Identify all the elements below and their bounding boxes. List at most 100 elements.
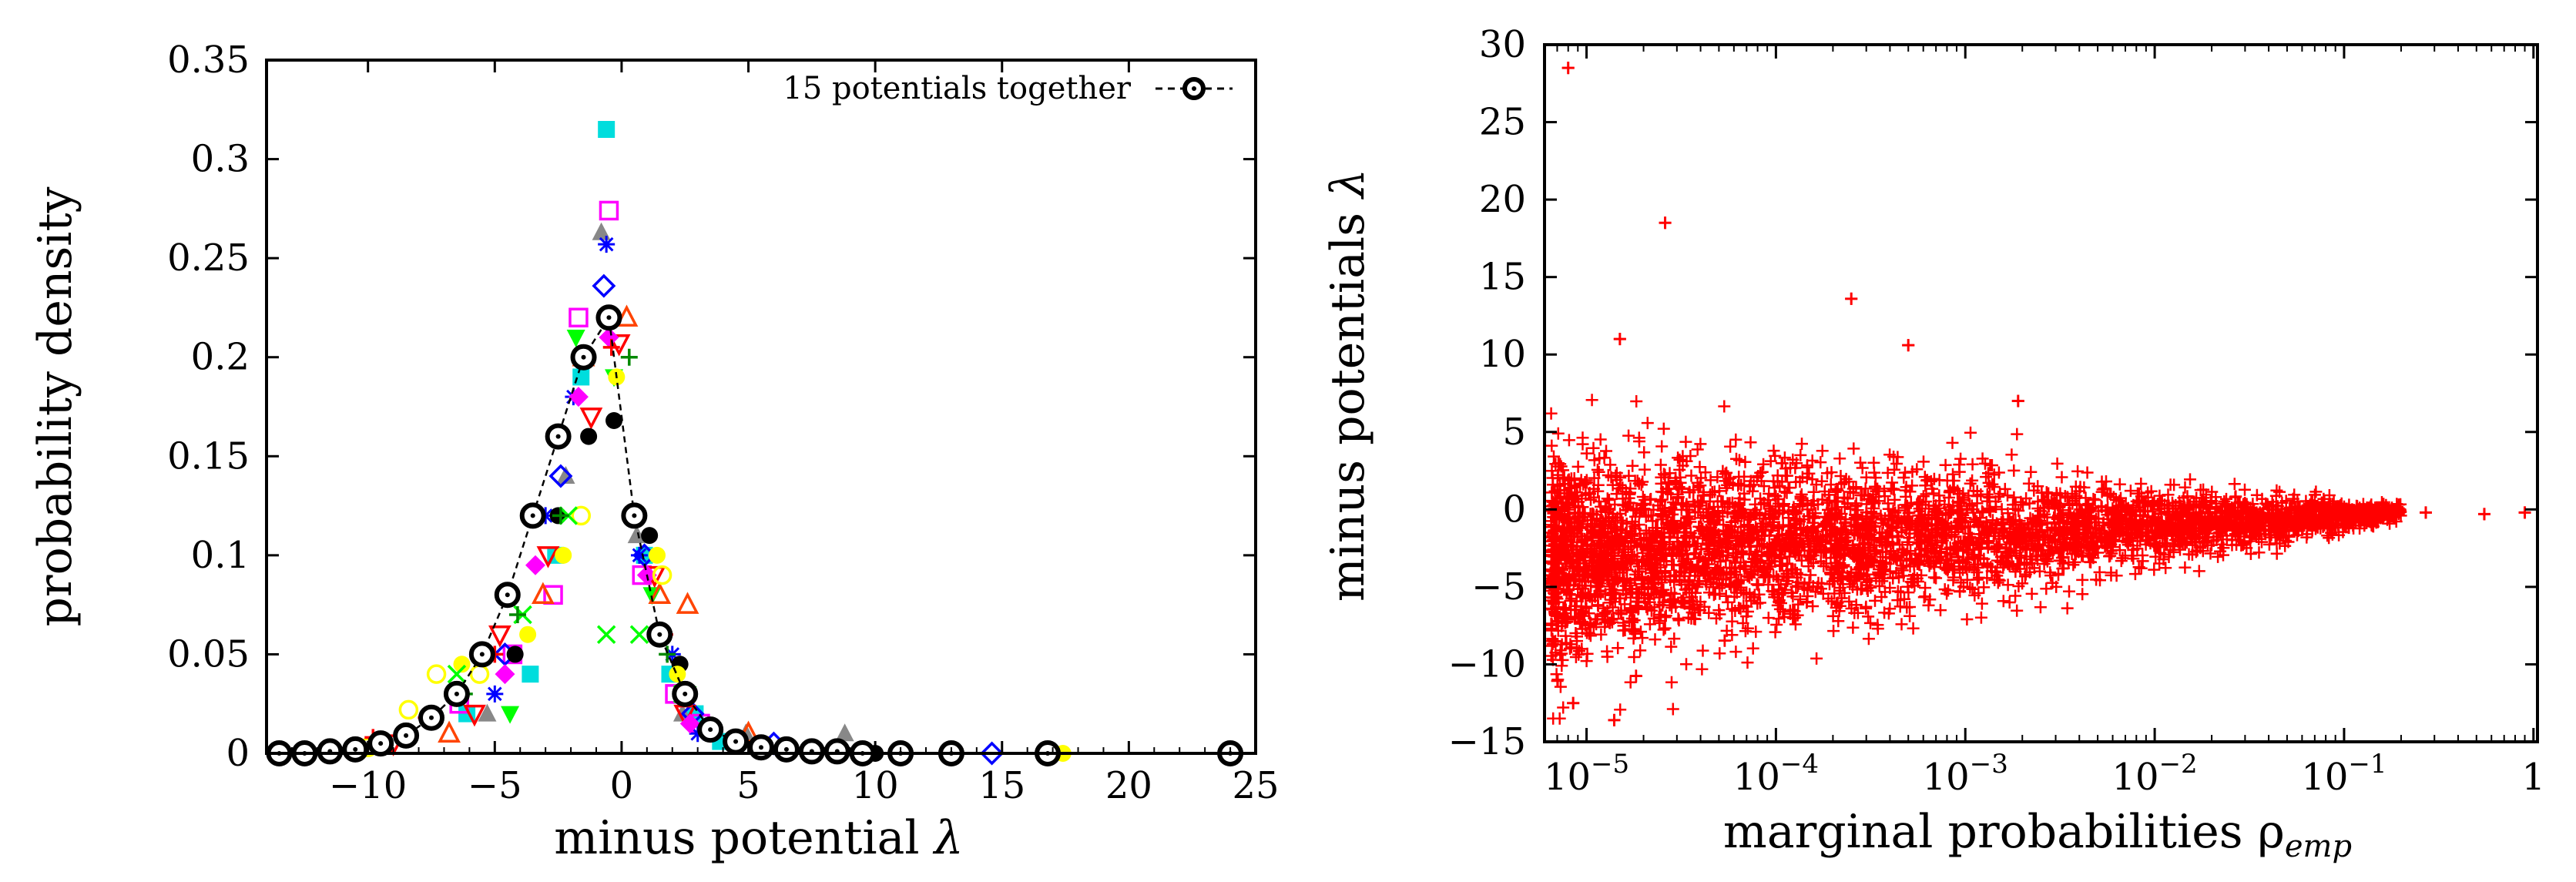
probability-density-chart: −10 −5 0 5 10 15 20 25 0 0.05 0.1 0.15 0.2 0.25 0.3 0.3… (29, 39, 1280, 865)
potential-3-point (592, 222, 611, 240)
combined-series-point-dot (783, 746, 789, 752)
potential-7-point (676, 592, 699, 614)
combined-series-point-dot (581, 354, 586, 360)
right-x-tick-label: 10−4 (1733, 749, 1819, 799)
left-y-tick-label: 0.15 (167, 434, 250, 478)
right-outlier-point (1608, 713, 1621, 726)
potential-11-point (669, 666, 686, 683)
left-x-axis-title: minus potential λ (554, 811, 963, 865)
potential-12-point (652, 565, 673, 585)
right-outlier-point (1567, 696, 1580, 709)
potential-3-point (556, 466, 575, 484)
right-x-tick-label: 10−2 (2111, 749, 2197, 799)
right-x-axis-title: marginal probabilities ρemp (1723, 805, 2352, 864)
left-y-tick-label: 0.2 (191, 336, 250, 379)
left-legend: 15 potentials together (783, 71, 1233, 106)
potential-9-point (568, 387, 589, 407)
potential-5-point (980, 741, 1005, 766)
right-y-tick-label: −5 (1471, 565, 1526, 609)
left-y-tick-label: 0.35 (167, 39, 250, 82)
potential-4-point (486, 685, 504, 703)
potential-14-point (508, 606, 526, 623)
potential-7-point (438, 720, 461, 743)
combined-series-point-dot (454, 691, 459, 696)
potential-5-point (548, 464, 573, 488)
right-outlier-point (1659, 216, 1672, 230)
combined-series-point-dot (733, 739, 739, 744)
potential-8-point (579, 407, 603, 430)
right-plot-frame (1543, 43, 2539, 743)
right-outlier-point (1561, 62, 1575, 75)
right-y-tick-label: 30 (1479, 23, 1526, 66)
right-axis-ticks: 10−5 10−4 10−3 10−2 10−1 1 −15 −10 −5 0 5 10 15 20 25 3… (1448, 23, 2545, 799)
right-outlier-point (1845, 292, 1858, 305)
potential-7-point (648, 582, 672, 605)
combined-series-point-dot (429, 715, 434, 720)
right-data-marks (1545, 62, 2531, 726)
potential-6-point (566, 330, 585, 347)
potential-2-point (599, 200, 619, 221)
combined-series-point-dot (353, 746, 358, 752)
right-y-tick-label: −10 (1448, 642, 1526, 686)
right-y-tick-label: 15 (1479, 256, 1526, 299)
right-outlier-point (1613, 333, 1626, 346)
combined-series-point-dot (479, 652, 485, 657)
left-y-tick-label: 0.1 (191, 534, 250, 577)
potential-8-point (488, 625, 512, 648)
combined-series (266, 304, 1244, 766)
left-x-tick-label: −5 (468, 764, 522, 807)
potential-10-point (641, 527, 659, 545)
potential-9-point (495, 664, 515, 685)
potential-9-point (679, 713, 700, 734)
potential-7-point (531, 582, 555, 605)
left-x-tick-label: 15 (978, 764, 1025, 807)
right-scatter-points (1545, 62, 2531, 726)
left-plot-frame (265, 59, 1257, 755)
potential-13-point (596, 625, 616, 644)
right-y-tick-label: 20 (1479, 178, 1526, 221)
potential-11-point (555, 546, 572, 564)
right-y-tick-label: 25 (1479, 101, 1526, 144)
potential-4-point (598, 236, 615, 253)
potential-12-point (469, 664, 490, 684)
right-outlier-point (2419, 506, 2432, 519)
left-data-marks (357, 121, 1072, 766)
right-outlier-point (2518, 506, 2531, 519)
potential-4-point (630, 546, 648, 564)
combined-series-point-dot (505, 592, 510, 598)
potential-11-point (519, 625, 537, 643)
right-outlier-point (2477, 508, 2490, 521)
combined-series-point-dot (657, 632, 662, 637)
potential-10-point (605, 412, 623, 429)
potential-3-point (835, 723, 854, 742)
left-y-tick-label: 0.25 (167, 236, 250, 280)
potential-12-point (398, 699, 419, 720)
right-y-tick-label: 0 (1502, 488, 1526, 531)
left-x-tick-label: 25 (1232, 764, 1279, 807)
potential-11-point (649, 546, 666, 564)
potential-9-point (525, 555, 545, 575)
left-x-tick-label: 10 (852, 764, 899, 807)
potential-11-point (453, 656, 471, 673)
potential-14-point (620, 348, 638, 366)
potential-14-point (552, 507, 569, 525)
left-x-tick-label: −10 (329, 764, 407, 807)
potential-12-point (571, 505, 591, 526)
potential-4-point (689, 725, 706, 743)
combined-series-line (279, 314, 1231, 755)
potential-10-point (580, 428, 598, 445)
right-outlier-point (1902, 339, 1915, 352)
right-y-tick-label: −15 (1448, 720, 1526, 763)
combined-series-point-dot (708, 727, 713, 733)
right-x-tick-label: 10−3 (1923, 749, 2008, 799)
legend-marker-dot (1192, 86, 1196, 91)
potential-1-point (598, 121, 615, 138)
left-y-tick-label: 0.3 (191, 138, 250, 181)
right-outlier-point (2011, 394, 2024, 407)
potential-6-point (501, 706, 520, 724)
potential-8-point (607, 334, 631, 357)
left-x-tick-label: 5 (736, 764, 760, 807)
right-y-axis-title: minus potentials λ (1321, 169, 1375, 602)
potential-5-point (592, 273, 616, 298)
